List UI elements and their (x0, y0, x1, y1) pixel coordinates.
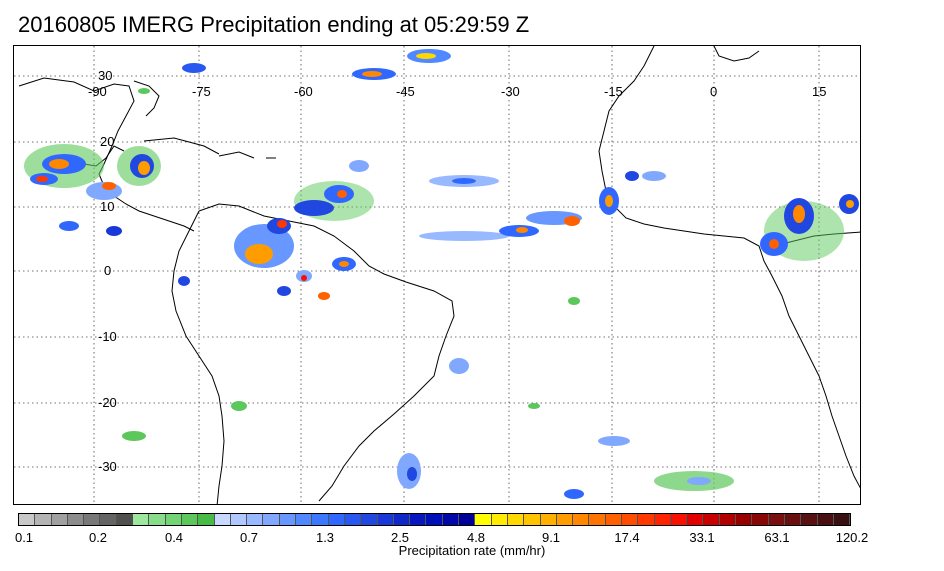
florida-coast (133, 80, 160, 117)
lat-label-0: 0 (104, 263, 112, 278)
colorbar-tick: 1.3 (315, 530, 335, 545)
lon-label-0: 0 (710, 84, 718, 99)
lat-label-m30: -30 (98, 459, 117, 474)
colorbar-cell (116, 514, 134, 525)
lat-label-20: 20 (100, 134, 115, 149)
lon-label-60: -60 (294, 84, 313, 99)
colorbar-cell (230, 514, 248, 525)
colorbar-cell (736, 514, 753, 525)
colorbar-cell (35, 514, 52, 525)
colorbar-cell (589, 514, 606, 525)
colorbar-tick: 33.1 (689, 530, 715, 545)
colorbar-cell (459, 514, 476, 525)
colorbar-cell (719, 514, 737, 525)
lon-label-90: -90 (88, 84, 107, 99)
colorbar-cell (149, 514, 166, 525)
lat-label-30: 30 (98, 68, 113, 83)
colorbar-tick: 0.7 (239, 530, 259, 545)
colorbar-cell (344, 514, 362, 525)
colorbar-tick: 63.1 (764, 530, 790, 545)
lon-label-15e: 15 (812, 84, 827, 99)
precip-band-itcz-2 (419, 231, 509, 241)
colorbar-cell (817, 514, 834, 525)
colorbar-cell (84, 514, 101, 525)
colorbar-cell (361, 514, 378, 525)
colorbar-cell (573, 514, 590, 525)
cuba (143, 137, 220, 155)
precip-cluster-bahamas (182, 63, 206, 73)
colorbar-cell (100, 514, 117, 525)
colorbar-cell (768, 514, 785, 525)
colorbar-cell (654, 514, 671, 525)
colorbar-cell (670, 514, 688, 525)
colorbar-cell (703, 514, 720, 525)
colorbar (18, 513, 851, 526)
hispaniola (218, 151, 255, 159)
colorbar-cell (426, 514, 443, 525)
precipitation-map: -90 -75 -60 -45 -30 -15 0 15 30 20 10 0 … (13, 45, 861, 505)
colorbar-cell (752, 514, 769, 525)
colorbar-cell (181, 514, 199, 525)
colorbar-tick: 0.2 (88, 530, 108, 545)
lat-label-10: 10 (100, 199, 115, 214)
colorbar-cell (540, 514, 557, 525)
colorbar-cell (833, 514, 851, 525)
colorbar-caption: Precipitation rate (mm/hr) (398, 543, 546, 558)
map-title: 20160805 IMERG Precipitation ending at 0… (18, 12, 530, 37)
lon-label-15: -15 (604, 84, 623, 99)
colorbar-cell (214, 514, 231, 525)
colorbar-cell (556, 514, 574, 525)
colorbar-cell (19, 514, 36, 525)
colorbar-cell (784, 514, 802, 525)
colorbar-tick: 9.1 (541, 530, 561, 545)
graticule (14, 46, 860, 504)
colorbar-tick: 120.2 (835, 530, 869, 545)
lon-label-30: -30 (501, 84, 520, 99)
south-america-west-coast (171, 210, 225, 504)
colorbar-tick: 17.4 (614, 530, 640, 545)
colorbar-cell (51, 514, 68, 525)
colorbar-cell (621, 514, 639, 525)
colorbar-cell (638, 514, 655, 525)
colorbar-cell (377, 514, 394, 525)
colorbar-tick: 0.4 (164, 530, 184, 545)
colorbar-cell (296, 514, 313, 525)
colorbar-tick: 4.8 (466, 530, 486, 545)
colorbar-cell (247, 514, 264, 525)
colorbar-cell (198, 514, 215, 525)
colorbar-cell (491, 514, 508, 525)
colorbar-cell (393, 514, 411, 525)
colorbar-cell (524, 514, 541, 525)
colorbar-tick: 0.1 (14, 530, 34, 545)
precipitation-field (24, 49, 859, 499)
lat-label-m20: -20 (98, 395, 117, 410)
colorbar-cell (165, 514, 182, 525)
lon-label-45: -45 (396, 84, 415, 99)
map-canvas (14, 46, 860, 504)
africa-north-coast (713, 46, 760, 62)
lon-label-75: -75 (192, 84, 211, 99)
lat-label-m10: -10 (98, 329, 117, 344)
colorbar-cell (687, 514, 704, 525)
colorbar-cell (328, 514, 345, 525)
colorbar-cell (410, 514, 427, 525)
colorbar-cell (312, 514, 329, 525)
colorbar-cell (133, 514, 150, 525)
colorbar-cell (67, 514, 85, 525)
africa-coast (598, 46, 860, 489)
colorbar-cell (263, 514, 280, 525)
colorbar-cell (475, 514, 492, 525)
colorbar-cell (801, 514, 818, 525)
colorbar-cell (507, 514, 525, 525)
colorbar-cell (442, 514, 460, 525)
colorbar-tick: 2.5 (390, 530, 410, 545)
colorbar-cell (605, 514, 622, 525)
colorbar-cell (279, 514, 297, 525)
